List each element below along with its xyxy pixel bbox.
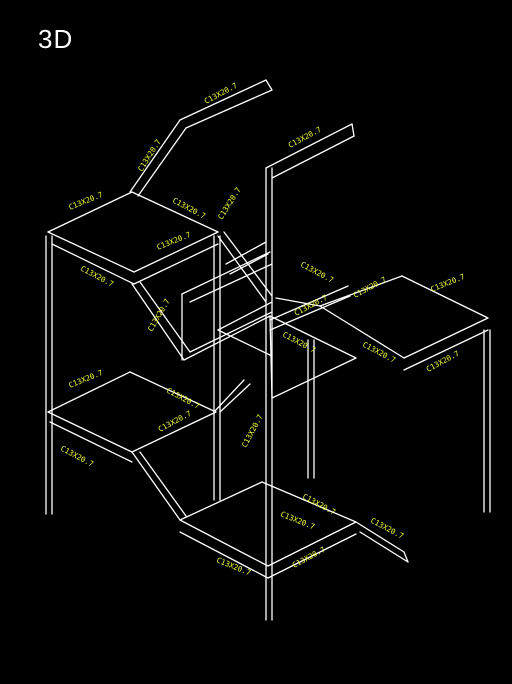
member-label: C13X20.7 <box>216 186 243 221</box>
steel-member <box>213 379 245 413</box>
member-label: C13X20.7 <box>429 272 466 294</box>
member-label: C13X20.7 <box>136 138 163 173</box>
member-label: C13X20.7 <box>165 386 201 411</box>
member-label: C13X20.7 <box>146 297 172 333</box>
steel-member <box>355 521 405 553</box>
steel-member <box>133 243 219 285</box>
steel-member <box>269 285 349 321</box>
steel-member <box>179 519 269 567</box>
member-label: C13X20.7 <box>425 349 461 374</box>
steel-member <box>129 119 181 193</box>
member-label: C13X20.7 <box>155 230 192 252</box>
steel-member <box>217 329 273 357</box>
steel-member <box>217 301 273 331</box>
steel-member <box>359 531 409 563</box>
steel-member <box>131 191 219 233</box>
steel-member <box>131 283 185 361</box>
member-label: C13X20.7 <box>369 516 405 541</box>
steel-member <box>189 263 273 303</box>
steel-member <box>271 357 357 399</box>
steel-member <box>265 123 353 169</box>
steel-member <box>351 123 355 137</box>
steel-member <box>183 315 271 361</box>
steel-member <box>185 89 273 129</box>
member-label: C13X20.7 <box>67 190 104 212</box>
steel-member <box>217 235 267 303</box>
steel-member <box>51 243 135 285</box>
steel-member <box>269 295 351 331</box>
steel-member <box>47 371 131 413</box>
steel-member <box>319 305 405 359</box>
member-label: C13X20.7 <box>203 81 239 106</box>
member-labels: C13X20.7 C13X20.7 C13X20.7 C13X20.7 C13X… <box>59 81 466 578</box>
steel-member <box>269 315 357 359</box>
member-label: C13X20.7 <box>240 413 265 449</box>
steel-member <box>267 533 357 579</box>
steel-member <box>47 231 135 273</box>
steel-member <box>267 521 357 567</box>
steel-member <box>401 275 489 319</box>
member-label: C13X20.7 <box>361 340 397 365</box>
steel-member <box>229 253 269 275</box>
steel-member <box>47 411 133 453</box>
steel-member <box>49 421 133 463</box>
steel-member <box>179 79 267 121</box>
member-label: C13X20.7 <box>79 264 115 289</box>
member-label: C13X20.7 <box>299 260 335 285</box>
steel-member <box>275 297 321 307</box>
steel-member <box>131 411 217 453</box>
steel-member <box>181 251 271 295</box>
steel-member <box>133 231 219 273</box>
member-label: C13X20.7 <box>301 492 337 517</box>
steel-member <box>219 383 251 413</box>
member-label: C13X20.7 <box>157 409 193 434</box>
steel-member <box>269 315 273 399</box>
steel-member <box>179 481 263 521</box>
steel-member <box>225 241 267 265</box>
steel-member <box>265 79 273 91</box>
steel-member <box>271 135 355 179</box>
member-label: C13X20.7 <box>291 545 327 570</box>
steel-member <box>131 451 181 521</box>
steel-member <box>189 311 273 353</box>
steel-member <box>261 481 357 523</box>
steel-member <box>403 317 489 359</box>
steel-member <box>47 191 133 233</box>
steel-member <box>403 551 409 563</box>
view-label: 3D <box>38 24 74 54</box>
member-label: C13X20.7 <box>287 125 323 150</box>
member-label: C13X20.7 <box>215 556 252 578</box>
steel-member <box>137 127 187 197</box>
member-label: C13X20.7 <box>171 196 207 221</box>
member-label: C13X20.7 <box>279 510 316 532</box>
steel-member <box>139 451 187 517</box>
steel-member <box>179 531 269 579</box>
member-label: C13X20.7 <box>281 330 317 355</box>
steel-member <box>129 371 217 413</box>
steel-member <box>319 275 403 307</box>
member-label: C13X20.7 <box>352 275 388 300</box>
steel-member <box>403 329 489 371</box>
steel-members <box>45 79 491 621</box>
member-label: C13X20.7 <box>59 444 95 469</box>
